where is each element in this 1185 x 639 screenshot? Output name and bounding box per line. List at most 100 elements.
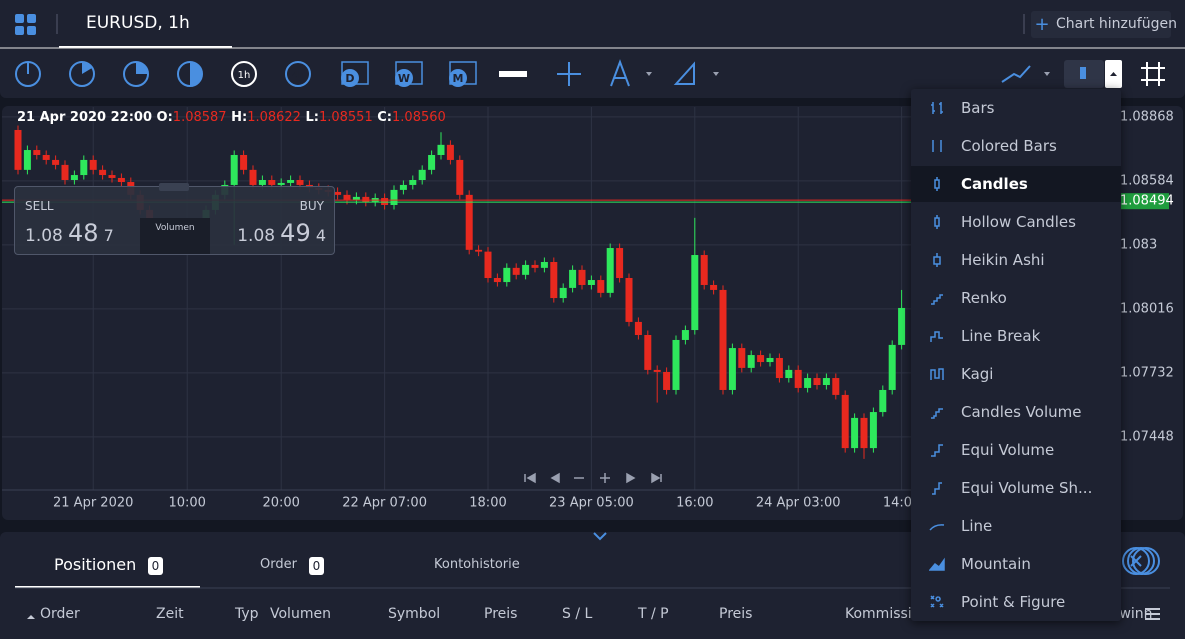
candle-body [606, 248, 614, 293]
menu-icon [931, 408, 943, 419]
menu-icon [930, 368, 944, 380]
timeframe-label: W [398, 72, 410, 85]
candle-body [860, 417, 868, 449]
column-header[interactable]: Volumen [270, 606, 331, 622]
menu-item-label: Kagi [961, 365, 994, 383]
volume-tab[interactable]: Volumen [140, 218, 210, 254]
candle-body [42, 154, 50, 160]
y-tick-label: 1.07448 [1120, 429, 1174, 444]
candle-body [653, 369, 661, 372]
candle-body [531, 264, 539, 268]
candle-body [418, 169, 426, 180]
close-all-icon[interactable] [1122, 547, 1160, 575]
menu-item[interactable]: Heikin Ashi [911, 242, 1121, 278]
candle-body [550, 262, 558, 299]
last-price-label: 1.08494 [1120, 194, 1174, 209]
menu-item-label: Mountain [961, 555, 1031, 573]
nav-button[interactable] [524, 472, 536, 484]
candle-body [23, 150, 31, 170]
column-header[interactable]: Preis [719, 606, 753, 622]
candle-body [33, 150, 41, 155]
menu-item[interactable]: Equi Volume Sh... [911, 470, 1121, 506]
menu-item[interactable]: Hollow Candles [911, 204, 1121, 240]
menu-item[interactable]: Renko [911, 280, 1121, 316]
nav-button[interactable] [550, 472, 560, 484]
grid-icon[interactable] [15, 14, 36, 35]
menu-item[interactable]: Kagi [911, 356, 1121, 392]
candle-body [437, 144, 445, 155]
clock-icon [82, 62, 92, 74]
menu-icon [931, 444, 943, 457]
menu-icon [933, 253, 941, 267]
candle-body [334, 191, 342, 195]
tool-icons[interactable] [499, 59, 1031, 87]
column-header[interactable]: Zeit [156, 606, 184, 622]
nav-button[interactable] [626, 472, 636, 484]
menu-item[interactable]: Candles Volume [911, 394, 1121, 430]
menu-item[interactable]: Point & Figure [911, 584, 1121, 620]
menu-item[interactable]: Line [911, 508, 1121, 544]
column-header[interactable]: Symbol [388, 606, 441, 622]
candle-body [663, 371, 671, 390]
candle-body [634, 321, 642, 335]
candle-body [841, 394, 849, 449]
candle-body [625, 277, 633, 322]
chart-tab-title[interactable]: EURUSD, 1h [86, 13, 190, 33]
candle-body [14, 129, 22, 170]
menu-item[interactable]: Bars [911, 90, 1121, 126]
sell-label[interactable]: SELL [25, 199, 54, 213]
icon-path [934, 177, 940, 191]
candle-body [390, 189, 398, 206]
candle-body [869, 412, 877, 449]
candle-body [775, 357, 783, 379]
price-frac: 7 [103, 226, 114, 245]
column-header[interactable]: Kommission [845, 606, 930, 622]
menu-item[interactable]: Line Break [911, 318, 1121, 354]
icon-path [929, 524, 945, 531]
menu-icon[interactable] [1145, 608, 1160, 620]
candle-body [879, 389, 887, 413]
menu-item[interactable]: Mountain [911, 546, 1121, 582]
calendar-badges [341, 69, 467, 87]
tab-label[interactable]: Kontohistorie [434, 557, 520, 572]
candle-body [89, 159, 97, 170]
column-header[interactable]: Preis [484, 606, 518, 622]
ohlc-label: C: [377, 110, 393, 125]
candle-body [409, 179, 417, 185]
buy-price[interactable]: 1.08 49 4 [237, 219, 326, 247]
chart-navigation[interactable] [524, 472, 662, 484]
candle-body [512, 267, 520, 275]
ohlc-value: 1.08622 [247, 110, 301, 125]
menu-item[interactable]: Candles [911, 166, 1121, 202]
collapse-chevron[interactable] [593, 532, 607, 541]
nav-button[interactable] [651, 472, 662, 484]
column-header[interactable]: T / P [638, 606, 669, 622]
icon-path [933, 253, 941, 267]
tab-label[interactable]: Positionen [54, 555, 137, 574]
ohlc-label: L: [305, 110, 319, 125]
candle-body [240, 154, 248, 170]
column-header[interactable]: Order [40, 606, 80, 622]
x-tick-label: 21 Apr 2020 [53, 496, 133, 511]
tab-label[interactable]: Order [260, 557, 297, 572]
timeframe-label: 1h [238, 70, 251, 81]
icon-path [931, 444, 943, 457]
buy-label[interactable]: BUY [299, 199, 324, 213]
grid-toggle[interactable] [1141, 62, 1165, 86]
column-header[interactable]: Typ [235, 606, 259, 622]
nav-button[interactable] [600, 473, 610, 483]
menu-item[interactable]: Equi Volume [911, 432, 1121, 468]
candle-body [503, 267, 511, 283]
toolbar-icons: + 1h 4h D W M [0, 11, 1185, 88]
menu-item[interactable]: Colored Bars [911, 128, 1121, 164]
icon-path [931, 102, 943, 114]
add-chart-button[interactable] [1031, 11, 1171, 38]
dropdown-arrows[interactable] [646, 72, 1050, 76]
add-chart-label[interactable]: Chart hinzufügen [1056, 16, 1177, 32]
sort-arrow[interactable] [27, 615, 35, 619]
sell-price[interactable]: 1.08 48 7 [25, 219, 114, 247]
price-pips: 49 [280, 219, 311, 247]
grip[interactable] [159, 183, 189, 191]
column-header[interactable]: S / L [562, 606, 593, 622]
